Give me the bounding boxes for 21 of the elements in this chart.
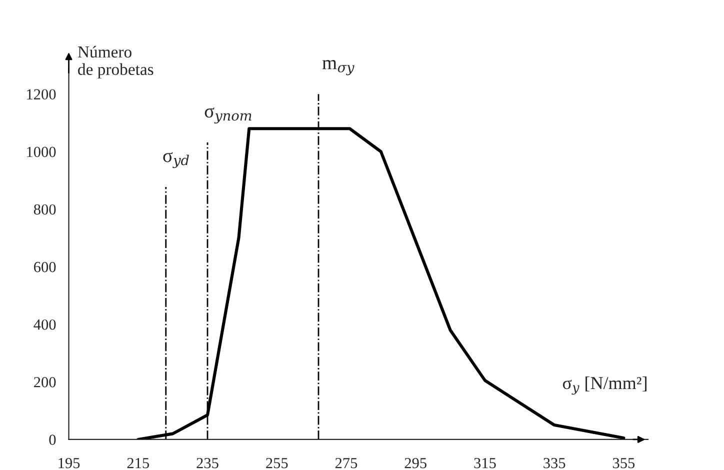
x-tick-label: 255 bbox=[266, 458, 288, 468]
y-axis-title: Número de probetas bbox=[78, 46, 154, 78]
x-tick-label: 295 bbox=[404, 458, 426, 468]
x-tick-label: 355 bbox=[612, 458, 635, 468]
y-tick-label: 0 bbox=[49, 434, 56, 445]
y-tick-label: 200 bbox=[34, 377, 56, 388]
x-tick-label: 215 bbox=[127, 458, 150, 468]
y-tick-label: 600 bbox=[34, 262, 56, 272]
y-tick-label: 800 bbox=[34, 204, 56, 215]
x-tick-label: 315 bbox=[474, 458, 496, 468]
ref-line-label: σ$_{ynom}$ bbox=[204, 108, 252, 124]
y-tick-label: 400 bbox=[34, 319, 56, 330]
x-tick-label: 275 bbox=[335, 458, 358, 468]
x-tick-label: 195 bbox=[58, 458, 80, 468]
ref-line-label: m$_{σy}$ bbox=[322, 60, 354, 76]
x-tick-label: 235 bbox=[196, 458, 218, 468]
x-tick-label: 335 bbox=[544, 458, 566, 468]
y-tick-label: 1000 bbox=[27, 146, 56, 158]
x-axis-title: σ$_{y}$ [N/mm²] bbox=[562, 376, 646, 395]
ref-line-label: σ$_{yd}$ bbox=[163, 152, 189, 168]
y-tick-label: 1200 bbox=[27, 89, 56, 100]
